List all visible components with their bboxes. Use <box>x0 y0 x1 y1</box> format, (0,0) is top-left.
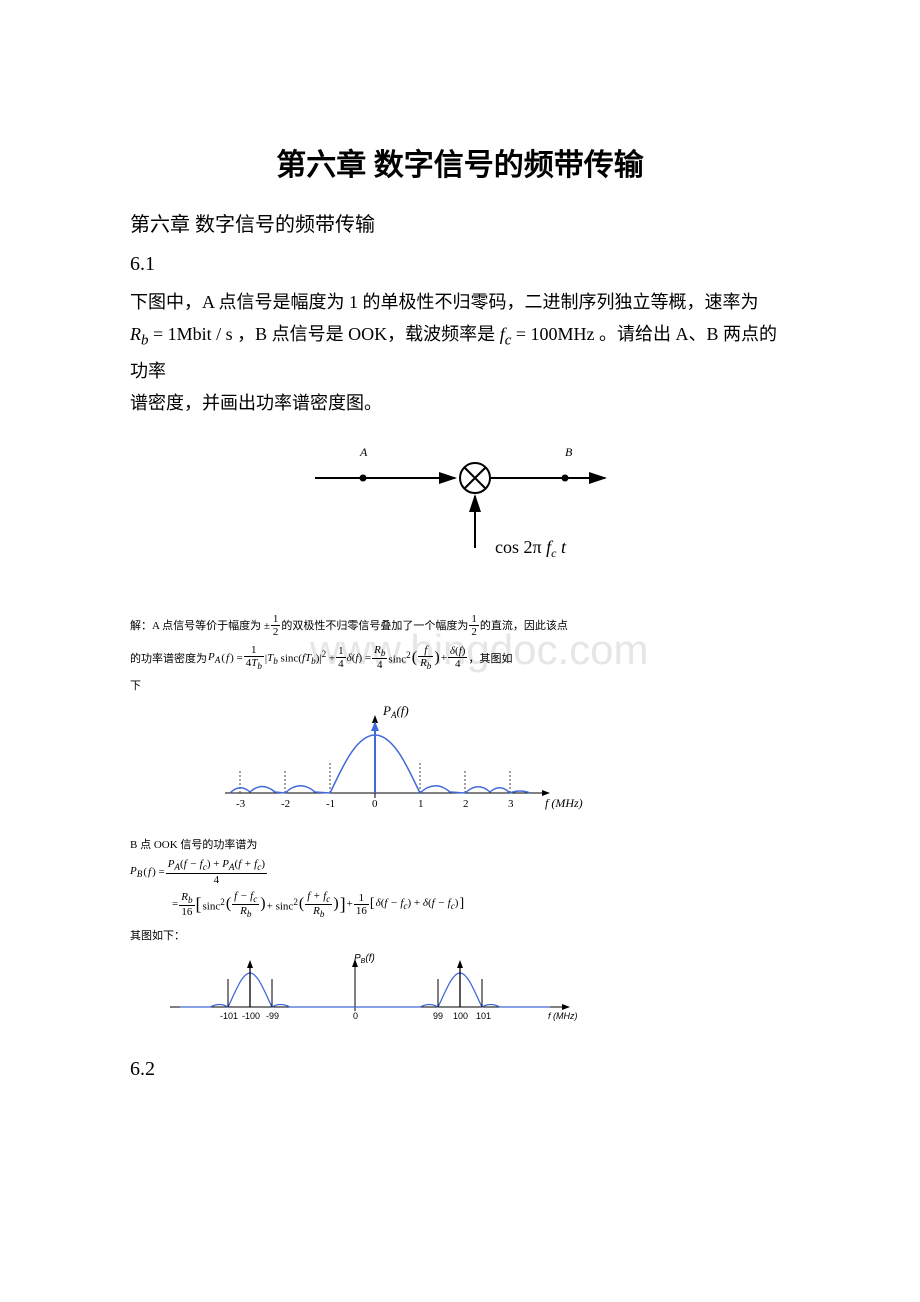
eq1-tail: ，其图如 <box>468 650 512 666</box>
pb-below: 其图如下： <box>130 927 790 943</box>
section-number-2: 6.2 <box>130 1058 790 1081</box>
solution-pa-equation: www.bingdoc.com 的功率谱密度为 PA(f) = 14Tb |Tb… <box>130 644 790 697</box>
pa-tick-1: 1 <box>418 798 424 810</box>
chart-pa: PA(f) -3 -2 -1 0 1 2 3 f (MHz) <box>200 703 790 828</box>
pb-left <box>210 960 290 1007</box>
sym-Rb-b: b <box>141 333 149 349</box>
pb-right <box>420 960 500 1007</box>
below-text: 下 <box>130 675 790 697</box>
pb-tick-99: 99 <box>433 1011 443 1021</box>
psd-label: 的功率谱密度为 <box>130 650 207 666</box>
pb-xlabel: f (MHz) <box>548 1011 578 1021</box>
problem-statement: 下图中，A 点信号是幅度为 1 的单极性不归零码，二进制序列独立等概，速率为 R… <box>130 286 790 420</box>
modulator-diagram-svg: A B cos 2π fc t <box>295 438 625 578</box>
problem-line1: 下图中，A 点信号是幅度为 1 的单极性不归零码，二进制序列独立等概，速率为 <box>130 292 759 312</box>
sol-intro-a: 解：A 点信号等价于幅度为 ± <box>130 617 270 633</box>
pb-tick-100: 100 <box>453 1011 468 1021</box>
label-B: B <box>565 445 573 459</box>
problem-line3: 谱密度，并画出功率谱密度图。 <box>130 393 382 413</box>
block-diagram: A B cos 2π fc t <box>130 438 790 583</box>
frac-half-1: 12 <box>271 613 281 638</box>
pa-tick--1: -1 <box>326 798 335 810</box>
pa-tick--2: -2 <box>281 798 290 810</box>
frac-half-2: 12 <box>469 613 479 638</box>
pa-tick-0: 0 <box>372 798 378 810</box>
chart-pa-svg: PA(f) -3 -2 -1 0 1 2 3 f (MHz) <box>200 703 600 823</box>
chart-pb-svg: PB(f) -101 -100 -99 0 99 100 101 f (MHz) <box>150 949 590 1039</box>
pb-tick-0: 0 <box>353 1011 358 1021</box>
page-subtitle: 第六章 数字信号的频带传输 <box>130 208 790 237</box>
chart-pa-title: PA(f) <box>382 703 409 720</box>
pa-tick--3: -3 <box>236 798 246 810</box>
ook-caption: B 点 OOK 信号的功率谱为 <box>130 836 790 852</box>
solution-pb-equation: PB(f) = PA(f − fc) + PA(f + fc)4 = Rb16 … <box>130 858 790 919</box>
pa-xlabel: f (MHz) <box>545 796 583 810</box>
problem-l2a: ，B 点信号是 OOK，载波频率是 <box>237 324 500 344</box>
pb-tick--100: -100 <box>242 1011 260 1021</box>
pa-curve <box>230 735 530 793</box>
pa-tick-3: 3 <box>508 798 514 810</box>
sol-intro-c: 的直流，因此该点 <box>480 617 568 633</box>
page-title: 第六章 数字信号的频带传输 <box>130 140 790 184</box>
sym-Rb-R: R <box>130 324 141 344</box>
label-A: A <box>359 445 368 459</box>
sol-intro-b: 的双极性不归零信号叠加了一个幅度为 <box>281 617 468 633</box>
chart-pb-title: PB(f) <box>354 953 375 965</box>
solution-intro: 解：A 点信号等价于幅度为 ± 12 的双极性不归零信号叠加了一个幅度为 12 … <box>130 613 790 638</box>
sym-Rb-val: = 1Mbit / s <box>149 324 238 344</box>
sym-fc-val: = 100MHz 。 <box>511 324 617 344</box>
carrier-label: cos 2π fc t <box>495 537 567 560</box>
pb-tick-101: 101 <box>476 1011 491 1021</box>
section-number-1: 6.1 <box>130 253 790 276</box>
pa-tick-2: 2 <box>463 798 469 810</box>
pb-tick--101: -101 <box>220 1011 238 1021</box>
chart-pb: PB(f) -101 -100 -99 0 99 100 101 f (MHz) <box>150 949 790 1044</box>
pb-tick--99: -99 <box>266 1011 279 1021</box>
